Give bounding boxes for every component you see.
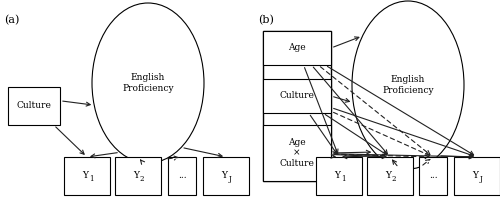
Text: Age: Age [288,43,306,52]
Bar [8,87,60,125]
Bar [419,157,447,195]
Text: 1: 1 [341,175,345,183]
Text: Y: Y [82,170,88,180]
Text: ...: ... [178,171,186,180]
Text: J: J [480,175,482,183]
Text: English
Proficiency: English Proficiency [382,75,434,95]
Text: Y: Y [222,170,228,180]
Ellipse shape [92,3,204,163]
Text: J: J [228,175,232,183]
Text: Y: Y [134,170,140,180]
Bar [263,79,331,113]
Text: Y: Y [334,170,340,180]
Text: Y: Y [386,170,392,180]
Text: 2: 2 [140,175,144,183]
Bar [203,157,249,195]
Text: (b): (b) [258,15,274,25]
Text: Culture: Culture [280,92,314,101]
Bar [367,157,413,195]
Text: Age
×
Culture: Age × Culture [280,138,314,168]
Bar [263,31,331,65]
Bar [263,125,331,181]
Text: Y: Y [472,170,478,180]
Text: (a): (a) [4,15,20,25]
Text: 1: 1 [89,175,93,183]
Text: 2: 2 [392,175,396,183]
Bar [454,157,500,195]
Text: Culture: Culture [16,102,51,111]
Bar [263,31,331,181]
Text: English
Proficiency: English Proficiency [122,73,174,93]
Ellipse shape [352,1,464,169]
Bar [316,157,362,195]
Bar [115,157,161,195]
Bar [64,157,110,195]
Text: ...: ... [428,171,438,180]
Bar [168,157,196,195]
